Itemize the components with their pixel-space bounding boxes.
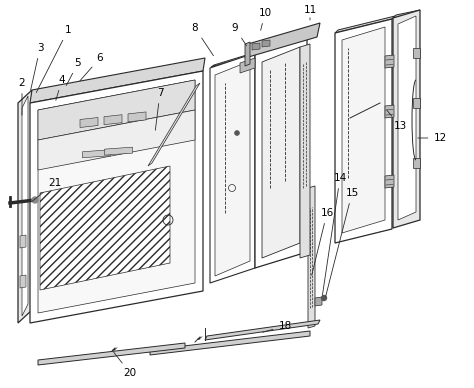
Text: 7: 7 — [155, 88, 164, 130]
Text: 12: 12 — [418, 133, 447, 143]
Polygon shape — [112, 347, 118, 351]
Polygon shape — [252, 43, 260, 50]
Polygon shape — [197, 336, 203, 340]
Circle shape — [32, 197, 38, 203]
Text: 2: 2 — [18, 78, 25, 115]
Polygon shape — [300, 44, 310, 258]
Text: 3: 3 — [31, 43, 43, 90]
Text: 21: 21 — [32, 178, 62, 201]
Polygon shape — [335, 16, 395, 33]
Polygon shape — [240, 58, 255, 73]
Text: 13: 13 — [387, 110, 407, 131]
Polygon shape — [20, 275, 26, 288]
Polygon shape — [82, 150, 110, 158]
Polygon shape — [245, 23, 320, 58]
Text: 11: 11 — [303, 5, 317, 20]
Text: 8: 8 — [191, 23, 213, 56]
Polygon shape — [335, 19, 392, 243]
Polygon shape — [38, 80, 195, 140]
Polygon shape — [413, 98, 420, 108]
Polygon shape — [342, 27, 385, 233]
Polygon shape — [262, 47, 300, 258]
Polygon shape — [40, 166, 170, 290]
Polygon shape — [262, 40, 270, 47]
Text: 14: 14 — [322, 173, 346, 295]
Polygon shape — [385, 55, 394, 68]
Polygon shape — [22, 96, 28, 316]
Polygon shape — [385, 105, 394, 118]
Polygon shape — [385, 175, 394, 188]
Circle shape — [321, 296, 327, 300]
Text: 1: 1 — [36, 25, 71, 92]
Text: 6: 6 — [80, 53, 103, 81]
Polygon shape — [245, 42, 250, 66]
Polygon shape — [18, 90, 32, 323]
Polygon shape — [413, 48, 420, 58]
Polygon shape — [38, 110, 195, 170]
Polygon shape — [255, 37, 307, 268]
Text: 20: 20 — [114, 352, 137, 378]
Polygon shape — [30, 58, 205, 103]
Polygon shape — [211, 50, 263, 67]
Text: 18: 18 — [263, 321, 292, 332]
Text: 5: 5 — [66, 58, 82, 85]
Polygon shape — [104, 147, 133, 155]
Polygon shape — [215, 61, 250, 276]
Polygon shape — [80, 118, 98, 128]
Polygon shape — [38, 343, 185, 365]
Polygon shape — [20, 235, 26, 248]
Polygon shape — [315, 297, 322, 306]
Polygon shape — [205, 320, 320, 340]
Polygon shape — [104, 115, 122, 125]
Polygon shape — [413, 158, 420, 168]
Polygon shape — [308, 186, 315, 328]
Polygon shape — [128, 112, 146, 122]
Text: 15: 15 — [326, 188, 359, 296]
Polygon shape — [210, 53, 255, 283]
Polygon shape — [393, 10, 420, 228]
Circle shape — [235, 130, 239, 135]
Polygon shape — [150, 331, 310, 355]
Polygon shape — [398, 16, 416, 220]
Polygon shape — [38, 80, 195, 313]
Polygon shape — [255, 34, 310, 53]
Polygon shape — [30, 71, 203, 323]
Text: 16: 16 — [312, 208, 334, 275]
Text: 4: 4 — [56, 75, 65, 100]
Polygon shape — [148, 83, 200, 166]
Text: 10: 10 — [258, 8, 272, 30]
Polygon shape — [393, 10, 420, 18]
Text: 9: 9 — [232, 23, 246, 46]
